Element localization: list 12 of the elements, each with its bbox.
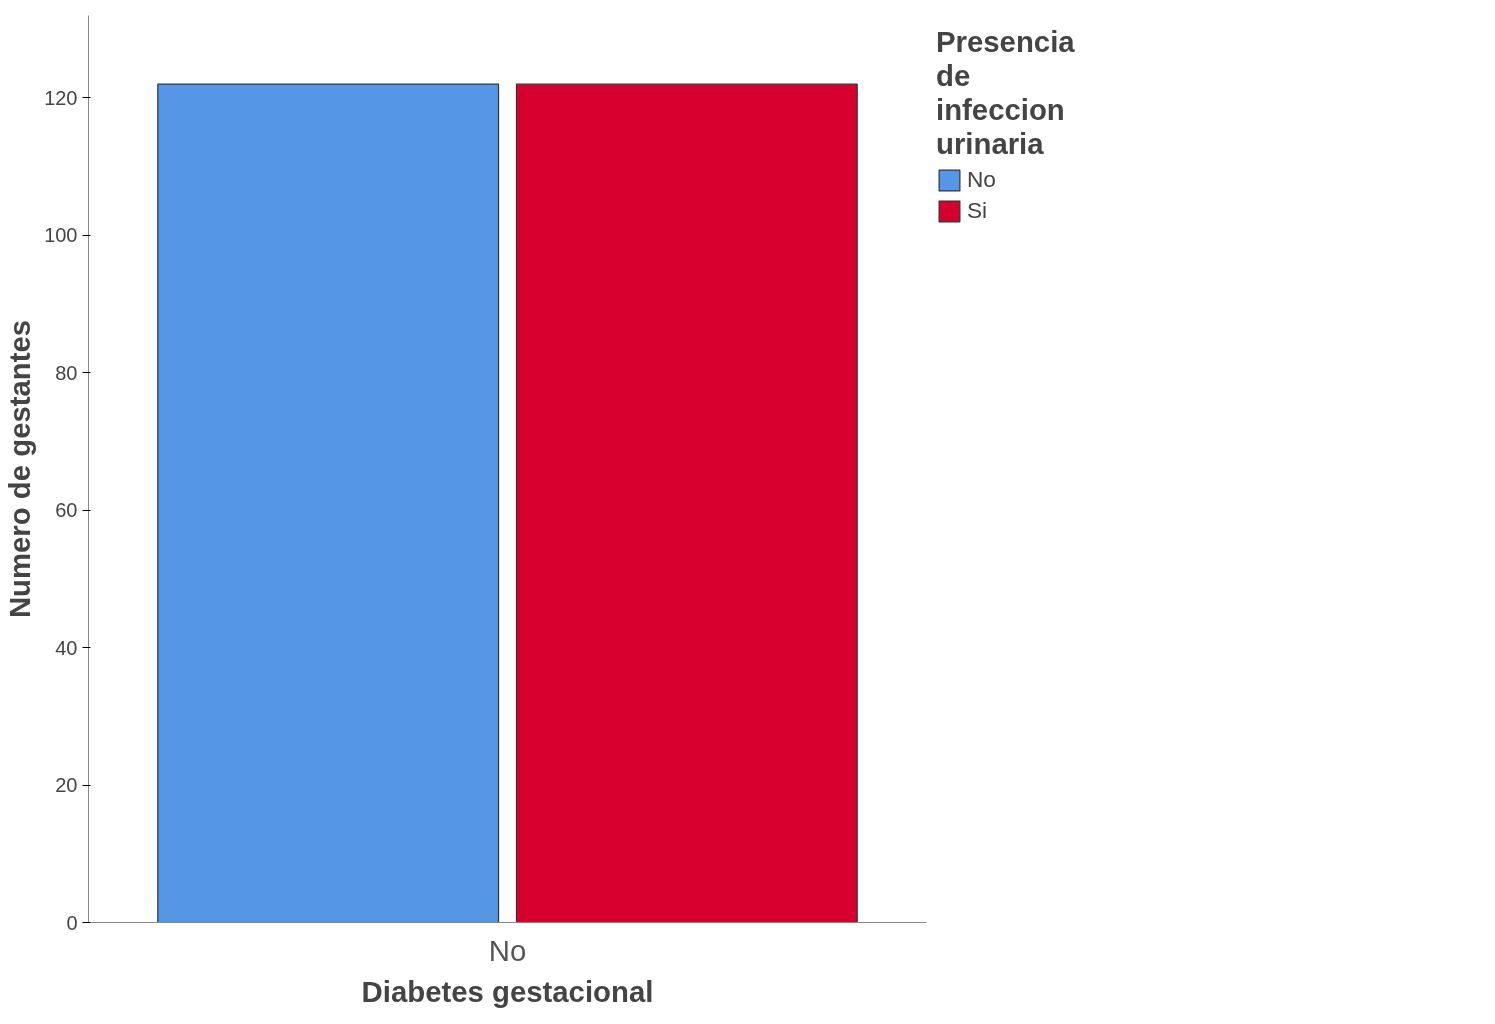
- y-tick-label: 120: [44, 86, 78, 109]
- legend-label: No: [967, 166, 996, 193]
- y-axis-title: Numero de gestantes: [3, 319, 37, 619]
- y-tick-label: 0: [66, 911, 78, 934]
- x-axis-title: Diabetes gestacional: [361, 974, 654, 1008]
- y-tick-label: 20: [55, 774, 78, 797]
- legend-label: Si: [967, 197, 988, 224]
- y-tick-label: 60: [55, 499, 78, 522]
- y-tick-label: 80: [55, 361, 78, 384]
- legend-title: Presencia de infeccion urinaria: [936, 25, 1075, 161]
- y-tick-label: 100: [44, 224, 78, 247]
- y-tick-label: 40: [55, 636, 78, 659]
